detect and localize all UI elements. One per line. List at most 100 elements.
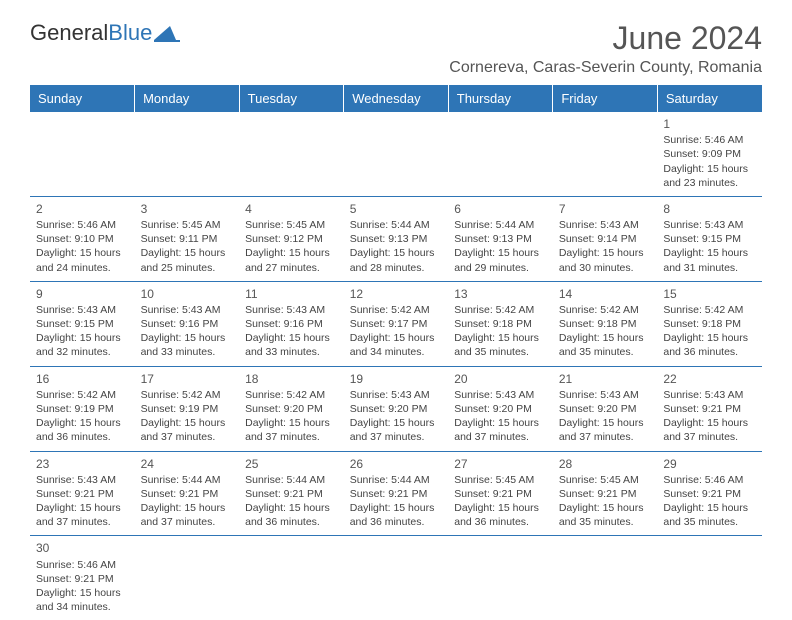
- calendar-day-cell: 29Sunrise: 5:46 AMSunset: 9:21 PMDayligh…: [657, 451, 762, 536]
- daylight-text: Daylight: 15 hours: [559, 246, 652, 260]
- daylight-text: and 29 minutes.: [454, 261, 547, 275]
- calendar-empty-cell: [135, 112, 240, 196]
- sunset-text: Sunset: 9:12 PM: [245, 232, 338, 246]
- calendar-day-cell: 27Sunrise: 5:45 AMSunset: 9:21 PMDayligh…: [448, 451, 553, 536]
- daylight-text: Daylight: 15 hours: [559, 501, 652, 515]
- sunset-text: Sunset: 9:20 PM: [245, 402, 338, 416]
- sunset-text: Sunset: 9:20 PM: [454, 402, 547, 416]
- day-number: 22: [663, 371, 756, 387]
- sunset-text: Sunset: 9:15 PM: [36, 317, 129, 331]
- sunrise-text: Sunrise: 5:43 AM: [36, 303, 129, 317]
- day-number: 2: [36, 201, 129, 217]
- sunset-text: Sunset: 9:18 PM: [559, 317, 652, 331]
- daylight-text: and 35 minutes.: [559, 345, 652, 359]
- location: Cornereva, Caras-Severin County, Romania: [449, 59, 762, 77]
- daylight-text: Daylight: 15 hours: [350, 501, 443, 515]
- daylight-text: and 35 minutes.: [663, 515, 756, 529]
- logo-general: General: [30, 20, 108, 46]
- sunrise-text: Sunrise: 5:42 AM: [141, 388, 234, 402]
- day-number: 23: [36, 456, 129, 472]
- sunrise-text: Sunrise: 5:43 AM: [245, 303, 338, 317]
- day-number: 9: [36, 286, 129, 302]
- daylight-text: Daylight: 15 hours: [141, 501, 234, 515]
- sunrise-text: Sunrise: 5:42 AM: [559, 303, 652, 317]
- calendar-day-cell: 10Sunrise: 5:43 AMSunset: 9:16 PMDayligh…: [135, 281, 240, 366]
- sunrise-text: Sunrise: 5:45 AM: [559, 473, 652, 487]
- weekday-header: Sunday: [30, 85, 135, 112]
- sunrise-text: Sunrise: 5:46 AM: [36, 218, 129, 232]
- logo-flag-icon: [154, 24, 180, 42]
- daylight-text: and 32 minutes.: [36, 345, 129, 359]
- daylight-text: and 33 minutes.: [141, 345, 234, 359]
- daylight-text: Daylight: 15 hours: [36, 246, 129, 260]
- sunset-text: Sunset: 9:19 PM: [36, 402, 129, 416]
- day-number: 30: [36, 540, 129, 556]
- sunset-text: Sunset: 9:21 PM: [36, 487, 129, 501]
- day-number: 1: [663, 116, 756, 132]
- daylight-text: and 37 minutes.: [454, 430, 547, 444]
- daylight-text: Daylight: 15 hours: [245, 501, 338, 515]
- day-number: 7: [559, 201, 652, 217]
- daylight-text: Daylight: 15 hours: [350, 416, 443, 430]
- daylight-text: and 34 minutes.: [36, 600, 129, 614]
- daylight-text: Daylight: 15 hours: [663, 501, 756, 515]
- day-number: 10: [141, 286, 234, 302]
- calendar-day-cell: 20Sunrise: 5:43 AMSunset: 9:20 PMDayligh…: [448, 366, 553, 451]
- sunrise-text: Sunrise: 5:45 AM: [454, 473, 547, 487]
- sunset-text: Sunset: 9:11 PM: [141, 232, 234, 246]
- daylight-text: and 36 minutes.: [663, 345, 756, 359]
- sunrise-text: Sunrise: 5:42 AM: [350, 303, 443, 317]
- sunrise-text: Sunrise: 5:43 AM: [350, 388, 443, 402]
- day-number: 29: [663, 456, 756, 472]
- daylight-text: Daylight: 15 hours: [454, 501, 547, 515]
- daylight-text: Daylight: 15 hours: [141, 416, 234, 430]
- month-title: June 2024: [449, 20, 762, 57]
- sunrise-text: Sunrise: 5:44 AM: [350, 473, 443, 487]
- daylight-text: and 25 minutes.: [141, 261, 234, 275]
- sunrise-text: Sunrise: 5:45 AM: [141, 218, 234, 232]
- day-number: 28: [559, 456, 652, 472]
- day-number: 4: [245, 201, 338, 217]
- day-number: 24: [141, 456, 234, 472]
- sunset-text: Sunset: 9:16 PM: [245, 317, 338, 331]
- calendar-empty-cell: [135, 536, 240, 620]
- sunrise-text: Sunrise: 5:44 AM: [141, 473, 234, 487]
- daylight-text: and 35 minutes.: [559, 515, 652, 529]
- calendar-empty-cell: [239, 112, 344, 196]
- calendar-day-cell: 23Sunrise: 5:43 AMSunset: 9:21 PMDayligh…: [30, 451, 135, 536]
- calendar-day-cell: 22Sunrise: 5:43 AMSunset: 9:21 PMDayligh…: [657, 366, 762, 451]
- calendar-day-cell: 11Sunrise: 5:43 AMSunset: 9:16 PMDayligh…: [239, 281, 344, 366]
- calendar-day-cell: 17Sunrise: 5:42 AMSunset: 9:19 PMDayligh…: [135, 366, 240, 451]
- sunset-text: Sunset: 9:21 PM: [141, 487, 234, 501]
- day-number: 8: [663, 201, 756, 217]
- sunset-text: Sunset: 9:21 PM: [245, 487, 338, 501]
- sunset-text: Sunset: 9:21 PM: [454, 487, 547, 501]
- sunrise-text: Sunrise: 5:46 AM: [663, 473, 756, 487]
- daylight-text: and 27 minutes.: [245, 261, 338, 275]
- calendar-day-cell: 2Sunrise: 5:46 AMSunset: 9:10 PMDaylight…: [30, 196, 135, 281]
- daylight-text: Daylight: 15 hours: [36, 416, 129, 430]
- calendar-day-cell: 14Sunrise: 5:42 AMSunset: 9:18 PMDayligh…: [553, 281, 658, 366]
- day-number: 18: [245, 371, 338, 387]
- sunset-text: Sunset: 9:13 PM: [454, 232, 547, 246]
- day-number: 19: [350, 371, 443, 387]
- calendar-empty-cell: [553, 112, 658, 196]
- daylight-text: Daylight: 15 hours: [663, 331, 756, 345]
- calendar-day-cell: 28Sunrise: 5:45 AMSunset: 9:21 PMDayligh…: [553, 451, 658, 536]
- sunrise-text: Sunrise: 5:44 AM: [245, 473, 338, 487]
- calendar-day-cell: 21Sunrise: 5:43 AMSunset: 9:20 PMDayligh…: [553, 366, 658, 451]
- weekday-header: Monday: [135, 85, 240, 112]
- daylight-text: and 34 minutes.: [350, 345, 443, 359]
- sunset-text: Sunset: 9:15 PM: [663, 232, 756, 246]
- sunrise-text: Sunrise: 5:43 AM: [141, 303, 234, 317]
- day-number: 16: [36, 371, 129, 387]
- calendar-day-cell: 12Sunrise: 5:42 AMSunset: 9:17 PMDayligh…: [344, 281, 449, 366]
- calendar-row: 1Sunrise: 5:46 AMSunset: 9:09 PMDaylight…: [30, 112, 762, 196]
- day-number: 14: [559, 286, 652, 302]
- daylight-text: Daylight: 15 hours: [141, 246, 234, 260]
- daylight-text: and 30 minutes.: [559, 261, 652, 275]
- calendar-row: 30Sunrise: 5:46 AMSunset: 9:21 PMDayligh…: [30, 536, 762, 620]
- calendar-empty-cell: [344, 112, 449, 196]
- sunrise-text: Sunrise: 5:42 AM: [663, 303, 756, 317]
- daylight-text: and 36 minutes.: [36, 430, 129, 444]
